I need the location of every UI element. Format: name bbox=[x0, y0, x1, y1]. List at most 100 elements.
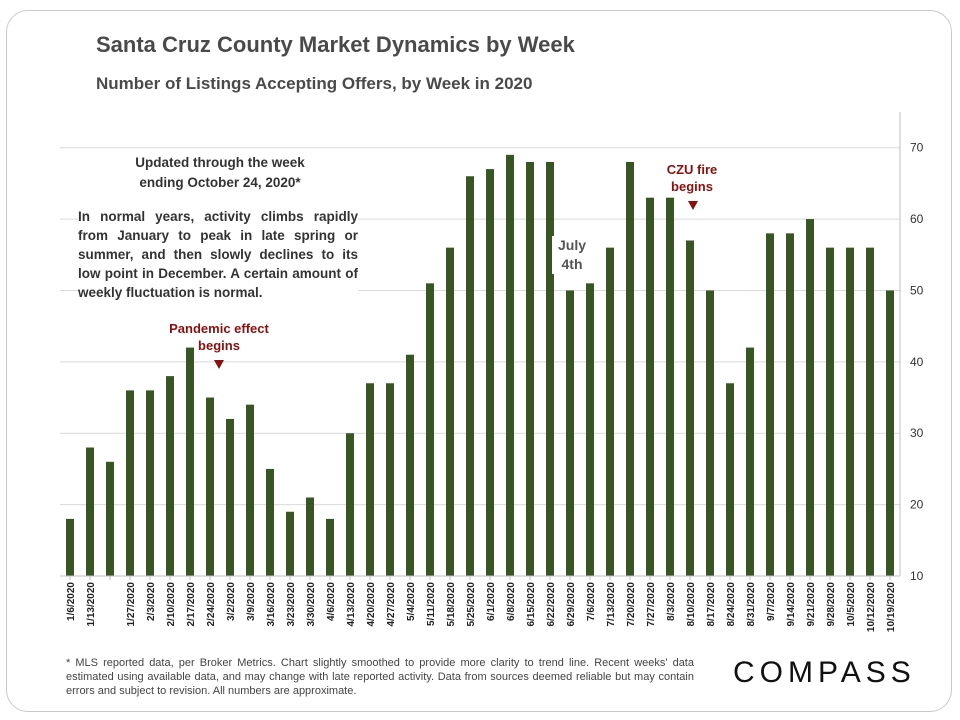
bar bbox=[426, 283, 434, 576]
bar bbox=[86, 447, 94, 576]
x-tick-label: 5/11/2020 bbox=[426, 582, 437, 626]
y-tick-labels: 10 20 30 40 50 60 70 bbox=[910, 141, 924, 583]
bar bbox=[486, 169, 494, 576]
bar bbox=[266, 468, 274, 576]
bar bbox=[586, 283, 594, 576]
bar bbox=[506, 154, 514, 577]
x-tick-label: 3/16/2020 bbox=[266, 582, 277, 627]
x-tick-label: 7/13/2020 bbox=[606, 582, 617, 627]
x-tick-label: 7/6/2020 bbox=[586, 582, 597, 621]
x-tick-label: 2/24/2020 bbox=[206, 582, 217, 627]
x-tick-label: 2/17/2020 bbox=[186, 582, 197, 627]
x-tick-labels: 1/6/2020 1/13/2020 1/27/2020 2/3/2020 2/10/2… bbox=[66, 582, 897, 632]
slide-frame bbox=[6, 10, 952, 712]
bar bbox=[686, 240, 694, 576]
x-tick-label: 10/19/2020 bbox=[886, 582, 897, 632]
bar bbox=[546, 161, 554, 576]
x-tick-label: 5/18/2020 bbox=[446, 582, 457, 627]
update-note: Updated through the week ending October … bbox=[100, 153, 340, 193]
x-tick-label: 8/31/2020 bbox=[746, 582, 757, 627]
bar bbox=[346, 433, 354, 576]
down-arrow-marker bbox=[688, 201, 698, 210]
x-tick-label: 1/27/2020 bbox=[126, 582, 137, 627]
bar bbox=[566, 290, 574, 576]
bar bbox=[106, 461, 114, 576]
x-tick-label: 4/13/2020 bbox=[346, 582, 357, 627]
x-tick-label: 6/15/2020 bbox=[526, 582, 537, 627]
x-tick-label: 8/24/2020 bbox=[726, 582, 737, 627]
y-tick-label: 20 bbox=[910, 498, 924, 512]
pandemic-callout-line1: Pandemic effect bbox=[169, 321, 269, 336]
bar bbox=[666, 197, 674, 576]
seasonality-note: In normal years, activity climbs rapidly… bbox=[78, 207, 358, 302]
footnote: * MLS reported data, per Broker Metrics.… bbox=[66, 657, 694, 697]
bar bbox=[826, 247, 834, 576]
bar bbox=[166, 376, 174, 576]
x-tick-label: 5/25/2020 bbox=[466, 582, 477, 627]
chart-subtitle: Number of Listings Accepting Offers, by … bbox=[96, 74, 533, 93]
bar bbox=[306, 497, 314, 576]
x-tick-label: 2/10/2020 bbox=[166, 582, 177, 627]
y-tick-label: 70 bbox=[910, 141, 924, 155]
bar bbox=[726, 383, 734, 576]
x-tick-label: 1/6/2020 bbox=[66, 582, 77, 621]
czu-callout-line2: begins bbox=[671, 179, 713, 194]
x-tick-label: 4/6/2020 bbox=[326, 582, 337, 621]
x-tick-label: 4/27/2020 bbox=[386, 582, 397, 627]
annotation-markers bbox=[214, 201, 698, 369]
july-callout-line1: July bbox=[557, 237, 586, 253]
bar bbox=[206, 397, 214, 576]
x-tick-label: 6/8/2020 bbox=[506, 582, 517, 621]
y-tick-label: 60 bbox=[910, 212, 924, 226]
x-tick-label: 4/20/2020 bbox=[366, 582, 377, 627]
bar bbox=[626, 161, 634, 576]
y-tick-label: 40 bbox=[910, 355, 924, 369]
y-tick-label: 10 bbox=[910, 569, 924, 583]
bar bbox=[866, 247, 874, 576]
bar bbox=[366, 383, 374, 576]
bar bbox=[186, 347, 194, 576]
update-note-line2: ending October 24, 2020* bbox=[139, 175, 301, 190]
x-tick-label: 9/21/2020 bbox=[806, 582, 817, 627]
czu-callout-line1: CZU fire bbox=[666, 162, 718, 177]
bar bbox=[66, 518, 74, 576]
x-tick-label: 10/5/2020 bbox=[846, 582, 857, 627]
bar bbox=[386, 383, 394, 576]
bars bbox=[66, 154, 894, 577]
x-tick-label: 3/9/2020 bbox=[246, 582, 257, 621]
bar bbox=[406, 354, 414, 576]
x-tick-label: 3/2/2020 bbox=[226, 582, 237, 621]
bar bbox=[446, 247, 454, 576]
pandemic-callout: Pandemic effect begins bbox=[154, 320, 284, 354]
x-tick-label: 3/30/2020 bbox=[306, 582, 317, 627]
x-tick-label: 8/17/2020 bbox=[706, 582, 717, 627]
down-arrow-marker bbox=[214, 360, 224, 369]
y-tick-label: 50 bbox=[910, 283, 924, 297]
bar bbox=[846, 247, 854, 576]
bar bbox=[246, 404, 254, 576]
x-tick-label: 6/22/2020 bbox=[546, 582, 557, 627]
x-tick-label: 9/28/2020 bbox=[826, 582, 837, 627]
x-tick-label: 10/12/2020 bbox=[866, 582, 877, 632]
x-tick-label: 3/23/2020 bbox=[286, 582, 297, 627]
july-callout-line2: 4th bbox=[561, 256, 583, 272]
bar bbox=[326, 518, 334, 576]
pandemic-callout-line2: begins bbox=[198, 338, 240, 353]
x-tick-label: 7/20/2020 bbox=[626, 582, 637, 627]
axes bbox=[60, 112, 901, 580]
x-tick-label: 8/10/2020 bbox=[686, 582, 697, 627]
x-tick-label: 1/13/2020 bbox=[86, 582, 97, 627]
czu-fire-callout: CZU fire begins bbox=[652, 161, 732, 195]
bar bbox=[526, 161, 534, 576]
compass-logo: COMPASS bbox=[733, 656, 916, 689]
x-tick-label: 8/3/2020 bbox=[666, 582, 677, 621]
july-4th-callout: July 4th bbox=[552, 236, 592, 274]
bar bbox=[746, 347, 754, 576]
y-tick-label: 30 bbox=[910, 426, 924, 440]
bar bbox=[706, 290, 714, 576]
bar bbox=[286, 511, 294, 576]
bar bbox=[606, 247, 614, 576]
x-tick-label: 7/27/2020 bbox=[646, 582, 657, 627]
x-tick-label: 5/4/2020 bbox=[406, 582, 417, 621]
